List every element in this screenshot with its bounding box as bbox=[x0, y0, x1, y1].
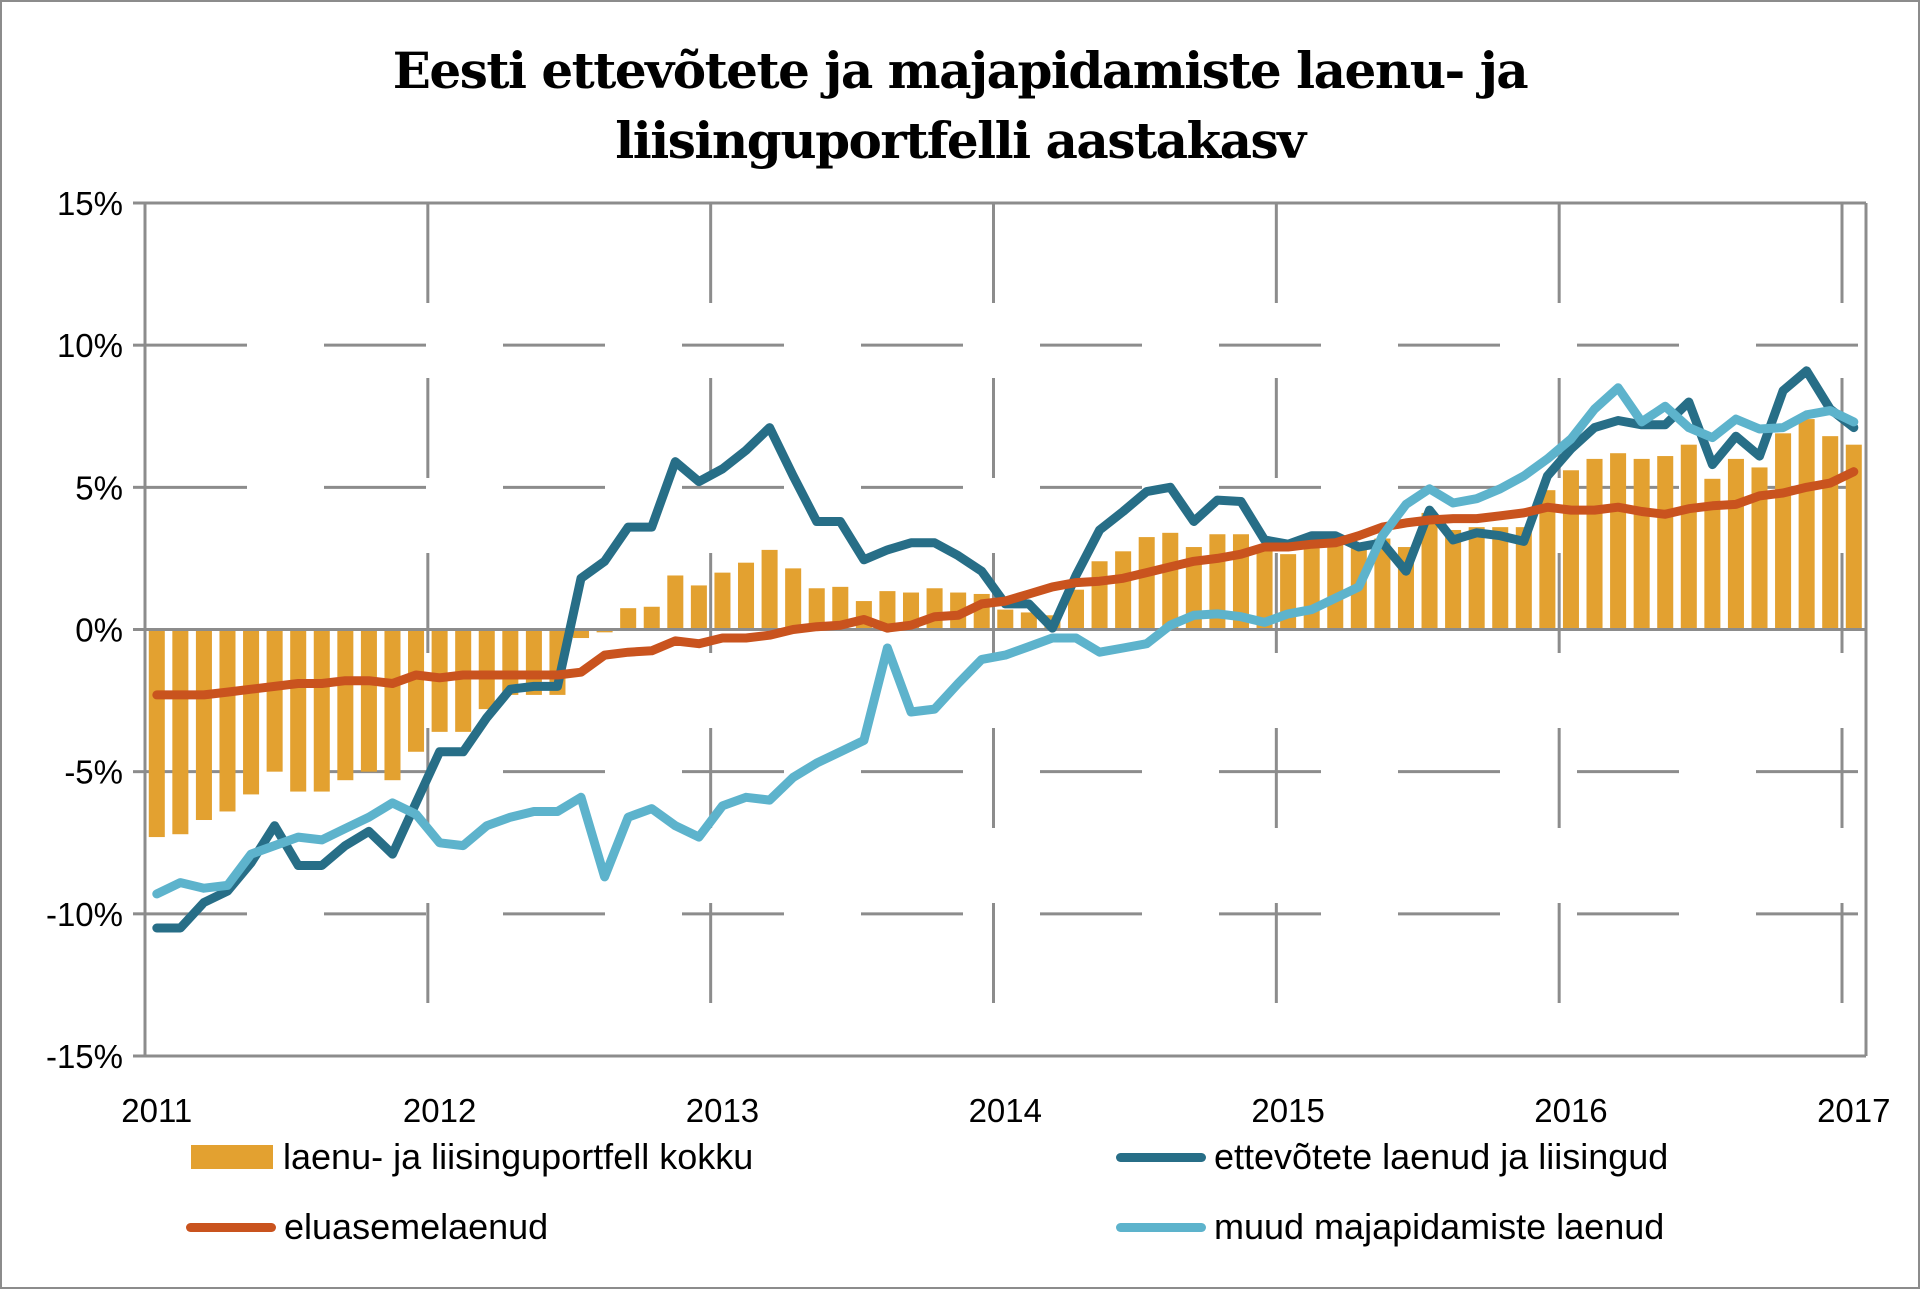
bar bbox=[172, 629, 189, 835]
bar bbox=[1704, 478, 1721, 630]
bar bbox=[761, 549, 778, 630]
bar bbox=[1492, 527, 1509, 630]
y-tick-label: 0% bbox=[75, 612, 123, 649]
bar bbox=[1303, 547, 1320, 630]
bar bbox=[478, 629, 495, 710]
bar bbox=[337, 629, 354, 781]
bar bbox=[738, 562, 755, 630]
x-tick-label: 2016 bbox=[1534, 1092, 1607, 1129]
bar bbox=[785, 568, 802, 630]
bar bbox=[1421, 512, 1438, 630]
legend-swatch-line bbox=[1116, 1152, 1206, 1162]
legend-label: muud majapidamiste laenud bbox=[1214, 1206, 1665, 1247]
bar bbox=[243, 629, 260, 795]
bar bbox=[195, 629, 212, 821]
bar bbox=[1562, 470, 1579, 630]
y-tick-label: -10% bbox=[46, 896, 123, 933]
bar bbox=[997, 609, 1014, 630]
legend-label: laenu- ja liisinguportfell kokku bbox=[283, 1136, 754, 1177]
x-tick-label: 2017 bbox=[1817, 1092, 1890, 1129]
bar bbox=[1185, 547, 1202, 630]
bar bbox=[1445, 529, 1462, 630]
bar bbox=[148, 629, 165, 838]
bar bbox=[667, 575, 684, 630]
bar bbox=[714, 572, 731, 630]
bar bbox=[219, 629, 236, 812]
bar bbox=[1327, 542, 1344, 630]
legend-swatch-bar bbox=[191, 1145, 273, 1169]
bar bbox=[384, 629, 401, 781]
axes bbox=[133, 201, 1868, 1058]
bar bbox=[1256, 545, 1273, 630]
bar bbox=[1115, 551, 1132, 630]
bar bbox=[832, 586, 849, 630]
y-tick-label: 5% bbox=[75, 469, 123, 506]
bar bbox=[1020, 612, 1037, 630]
line-series bbox=[152, 366, 1859, 933]
x-tick-label: 2012 bbox=[403, 1092, 476, 1129]
line-muud-majapidamiste-laenud bbox=[152, 383, 1859, 899]
bar bbox=[690, 585, 707, 630]
bar bbox=[1515, 527, 1532, 630]
bar bbox=[643, 606, 660, 630]
chart-title: Eesti ettevõtete ja majapidamiste laenu-… bbox=[0, 36, 1920, 176]
chart-title-line-1: Eesti ettevõtete ja majapidamiste laenu-… bbox=[392, 41, 1529, 100]
bar-series bbox=[148, 419, 1862, 838]
legend-item-companies: ettevõtete laenud ja liisingud bbox=[1116, 1132, 1668, 1182]
bar bbox=[455, 629, 472, 732]
bar bbox=[1586, 458, 1603, 630]
legend-item-other-household: muud majapidamiste laenud bbox=[1116, 1202, 1664, 1252]
bar bbox=[1775, 433, 1792, 630]
bar bbox=[1822, 436, 1839, 630]
bar bbox=[879, 591, 896, 630]
x-tick-label: 2013 bbox=[686, 1092, 759, 1129]
bar bbox=[573, 629, 590, 639]
y-tick-label: 10% bbox=[57, 327, 123, 364]
tick-labels: 15% 10% 5% 0% -5% -10% -15% 2011 2012 2013 2014 201… bbox=[46, 185, 1891, 1129]
legend-label: ettevõtete laenud ja liisingud bbox=[1214, 1136, 1669, 1177]
bar bbox=[1680, 444, 1697, 630]
bar bbox=[360, 629, 377, 772]
y-tick-label: 15% bbox=[57, 185, 123, 222]
bar bbox=[290, 629, 307, 792]
x-tick-label: 2011 bbox=[121, 1092, 192, 1129]
legend-item-housing: eluasemelaenud bbox=[186, 1202, 548, 1252]
legend-swatch-line bbox=[1116, 1222, 1206, 1232]
bar bbox=[1798, 419, 1815, 630]
legend-label: eluasemelaenud bbox=[284, 1206, 549, 1247]
line-eluasemelaenud bbox=[152, 467, 1859, 700]
bar bbox=[1751, 467, 1768, 630]
bar bbox=[1138, 537, 1155, 630]
bar bbox=[1091, 561, 1108, 630]
x-tick-label: 2014 bbox=[969, 1092, 1042, 1129]
bar bbox=[1539, 490, 1556, 630]
bar bbox=[1633, 458, 1650, 630]
bar bbox=[1468, 527, 1485, 630]
bar bbox=[1067, 589, 1085, 630]
bar bbox=[1657, 456, 1674, 630]
bar bbox=[1610, 453, 1627, 630]
bar bbox=[1162, 532, 1179, 630]
legend-swatch-line bbox=[186, 1222, 276, 1232]
y-tick-label: -15% bbox=[46, 1038, 123, 1075]
y-tick-label: -5% bbox=[64, 754, 123, 791]
legend-item-total: laenu- ja liisinguportfell kokku bbox=[191, 1132, 753, 1182]
bar bbox=[620, 608, 637, 630]
bar bbox=[1727, 458, 1744, 630]
bar bbox=[1845, 444, 1862, 630]
bar bbox=[1374, 538, 1391, 630]
bar bbox=[313, 629, 330, 792]
bar bbox=[266, 629, 283, 772]
chart-title-line-2: liisinguportfelli aastakasv bbox=[615, 111, 1306, 170]
x-tick-label: 2015 bbox=[1251, 1092, 1324, 1129]
bar bbox=[408, 629, 425, 752]
bar bbox=[808, 588, 825, 630]
